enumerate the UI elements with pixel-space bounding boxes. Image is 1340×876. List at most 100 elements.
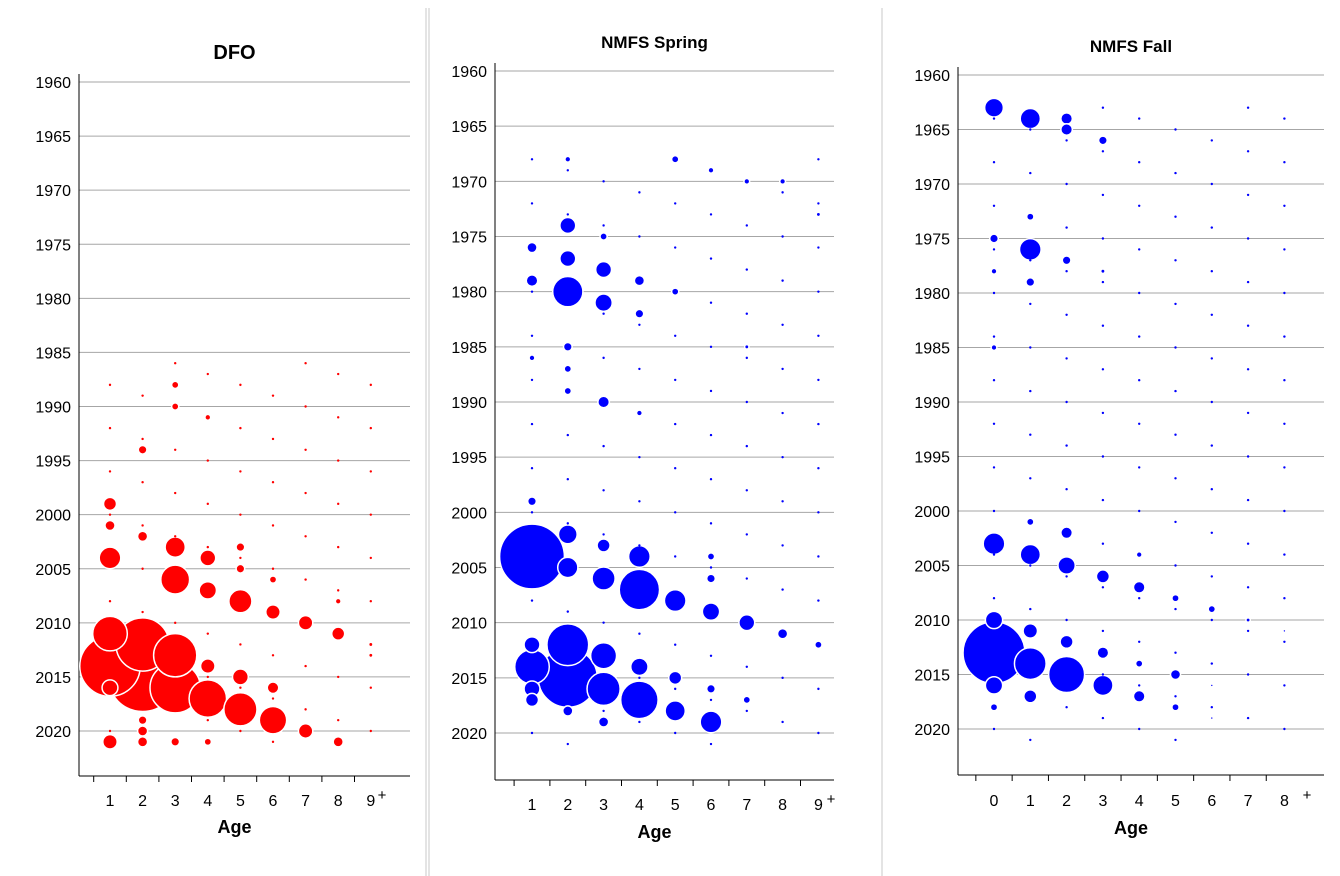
x-tick-label: 1	[106, 793, 115, 810]
trace-dot	[566, 522, 569, 525]
trace-dot	[1138, 204, 1141, 207]
trace-dot	[781, 367, 784, 371]
trace-dot	[239, 426, 242, 430]
trace-dot	[566, 742, 569, 746]
trace-dot	[174, 405, 177, 408]
x-plus-label: +	[378, 787, 387, 804]
trace-dot	[1210, 662, 1214, 665]
bubble-point	[1059, 634, 1074, 650]
trace-dot	[304, 362, 307, 365]
trace-dot	[638, 455, 641, 459]
trace-dot	[781, 411, 784, 415]
trace-dot	[1246, 237, 1250, 240]
bubble-point	[989, 702, 999, 712]
bubble-point	[664, 700, 687, 722]
trace-dot	[1246, 716, 1250, 720]
trace-dot	[709, 522, 713, 525]
trace-dot	[1101, 455, 1105, 458]
trace-dot	[709, 478, 713, 481]
trace-dot	[206, 589, 209, 592]
bubble-point	[1245, 617, 1252, 623]
trace-dot	[108, 600, 112, 603]
trace-dot	[108, 383, 112, 387]
y-tick-label: 2020	[35, 724, 71, 741]
trace-dot	[1101, 411, 1105, 415]
trace-dot	[1246, 193, 1250, 197]
bubble-point	[266, 681, 280, 695]
trace-dot	[1138, 379, 1141, 382]
trace-dot	[1283, 422, 1286, 425]
trace-dot	[1246, 498, 1250, 502]
trace-dot	[709, 169, 713, 172]
trace-dot	[206, 718, 209, 722]
trace-dot	[1174, 564, 1177, 567]
trace-dot	[992, 727, 996, 731]
y-tick-label: 1980	[451, 285, 487, 302]
chart-panel-dfo: 1960196519701975198019851990199520002005…	[35, 42, 410, 837]
trace-dot	[239, 383, 242, 387]
bubble-point	[137, 715, 148, 726]
x-axis-label: Age	[1114, 818, 1148, 838]
chart-title: DFO	[213, 42, 255, 64]
trace-dot	[817, 334, 820, 337]
trace-dot	[1174, 346, 1177, 349]
bubble-point	[164, 536, 187, 558]
trace-dot	[1283, 248, 1286, 251]
trace-dot	[1101, 150, 1105, 153]
trace-dot	[1246, 280, 1250, 284]
trace-dot	[141, 437, 144, 441]
trace-dot	[674, 422, 677, 426]
bubble-point	[102, 733, 118, 750]
trace-dot	[817, 467, 820, 470]
bubble-point	[551, 275, 584, 308]
trace-dot	[602, 180, 605, 183]
trace-dot	[1174, 302, 1177, 306]
trace-dot	[674, 687, 677, 691]
bubble-point	[1132, 689, 1146, 703]
trace-dot	[1101, 193, 1105, 197]
bubble-point	[546, 623, 590, 667]
y-tick-label: 1980	[914, 286, 950, 303]
trace-dot	[337, 459, 340, 462]
trace-dot	[817, 599, 820, 602]
bubble-point	[152, 632, 198, 678]
trace-dot	[1138, 509, 1141, 513]
trace-dot	[817, 246, 820, 249]
y-tick-label: 2015	[35, 670, 71, 687]
trace-dot	[1210, 488, 1214, 491]
trace-dot	[1174, 607, 1177, 611]
trace-dot	[271, 740, 275, 744]
y-tick-label: 1980	[35, 291, 71, 308]
trace-dot	[1174, 477, 1177, 480]
trace-dot	[530, 202, 534, 205]
trace-dot	[674, 555, 677, 558]
trace-dot	[174, 621, 177, 625]
trace-dot	[174, 535, 177, 538]
trace-dot	[530, 687, 534, 691]
trace-dot	[369, 643, 372, 646]
trace-dot	[1138, 248, 1141, 251]
y-tick-label: 2015	[914, 668, 950, 685]
y-tick-label: 2010	[451, 616, 487, 633]
trace-dot	[992, 684, 996, 687]
trace-dot	[992, 335, 996, 338]
y-tick-label: 2000	[451, 505, 487, 522]
trace-dot	[602, 577, 605, 580]
trace-dot	[1246, 542, 1250, 545]
bubble-point	[1018, 237, 1042, 261]
y-tick-label: 1990	[914, 395, 950, 412]
trace-dot	[992, 291, 996, 295]
bubble-point	[962, 620, 1026, 685]
y-tick-label: 1985	[451, 340, 487, 357]
trace-dot	[638, 588, 641, 591]
bubble-point	[231, 668, 250, 686]
trace-dot	[1246, 586, 1250, 589]
trace-dot	[1210, 706, 1214, 709]
x-tick-label: 1	[1026, 793, 1035, 810]
trace-dot	[1029, 259, 1032, 262]
trace-dot	[992, 422, 996, 425]
bubble-point	[526, 496, 538, 507]
bubble-point	[1013, 647, 1047, 681]
trace-dot	[1246, 629, 1250, 633]
trace-dot	[206, 459, 209, 462]
